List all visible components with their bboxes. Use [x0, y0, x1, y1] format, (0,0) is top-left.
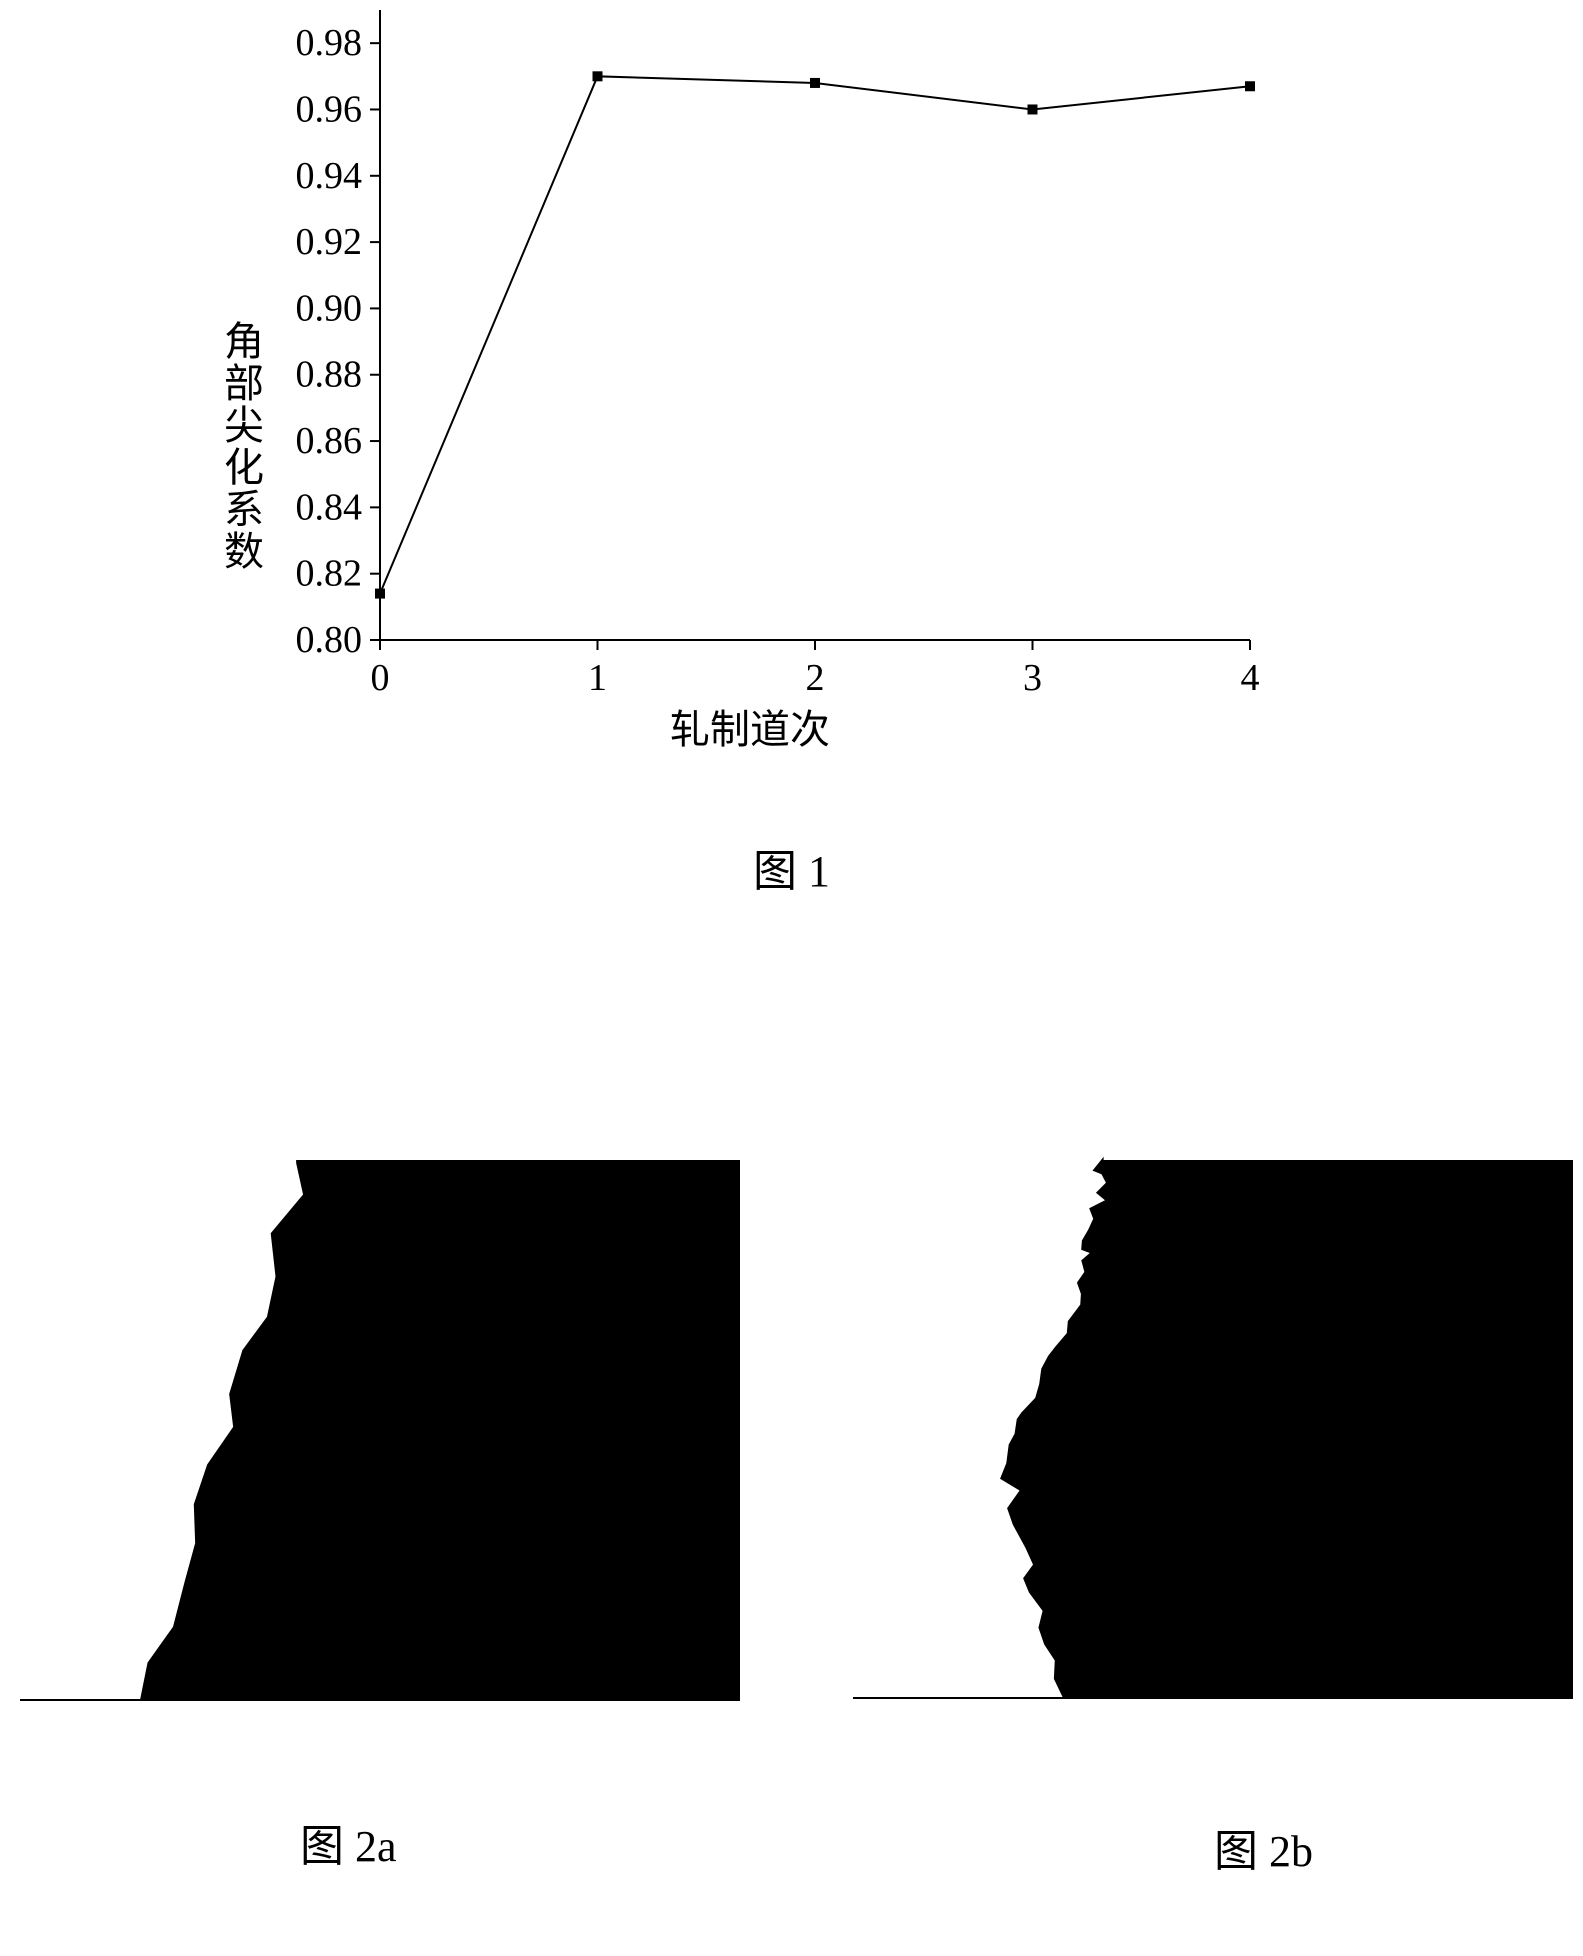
page: 0.80 0.82 0.84 0.86 0.88 0.90 0.92 0.94 0.96 0.98…: [0, 0, 1583, 1956]
y-tick-label: 0.98: [296, 22, 363, 64]
silhouette-shape: [140, 1160, 740, 1700]
figure-2b-caption: 图 2b: [1214, 1815, 1313, 1879]
figure-2b: [853, 1100, 1573, 1710]
chart-svg: 0.80 0.82 0.84 0.86 0.88 0.90 0.92 0.94 0.96 0.98…: [150, 0, 1270, 720]
chart-x-axis-label: 轧制道次: [150, 697, 1270, 755]
chart-marker: [375, 589, 385, 599]
y-tick-label: 0.92: [296, 221, 363, 263]
y-tick-label: 0.88: [296, 354, 363, 396]
chart-marker: [1028, 104, 1038, 114]
chart-marker: [810, 78, 820, 88]
figure-2a-svg: [20, 1100, 740, 1710]
silhouette-shape: [1000, 1157, 1573, 1698]
figures-row: [0, 1100, 1583, 1720]
y-tick-label: 0.80: [296, 619, 363, 661]
x-tick-label: 3: [1023, 657, 1042, 699]
y-tick-label: 0.94: [296, 155, 363, 197]
chart-figure-1: 0.80 0.82 0.84 0.86 0.88 0.90 0.92 0.94 0.96 0.98…: [150, 0, 1270, 760]
chart-marker: [593, 71, 603, 81]
y-tick-label: 0.96: [296, 88, 363, 130]
figure-2a-caption: 图 2a: [300, 1810, 397, 1874]
x-tick-label: 4: [1241, 657, 1260, 699]
y-tick-label: 0.86: [296, 420, 363, 462]
y-tick-label: 0.82: [296, 553, 363, 595]
chart-marker: [1245, 81, 1255, 91]
x-tick-label: 2: [806, 657, 825, 699]
x-tick-label: 0: [371, 657, 390, 699]
chart-caption: 图 1: [0, 835, 1583, 899]
y-tick-label: 0.90: [296, 287, 363, 329]
y-tick-label: 0.84: [296, 486, 363, 528]
x-tick-label: 1: [588, 657, 607, 699]
chart-y-axis-label: 角部尖化系数: [211, 320, 269, 572]
figure-2b-svg: [853, 1100, 1573, 1710]
figure-2a: [20, 1100, 740, 1710]
chart-series-line: [380, 76, 1250, 593]
